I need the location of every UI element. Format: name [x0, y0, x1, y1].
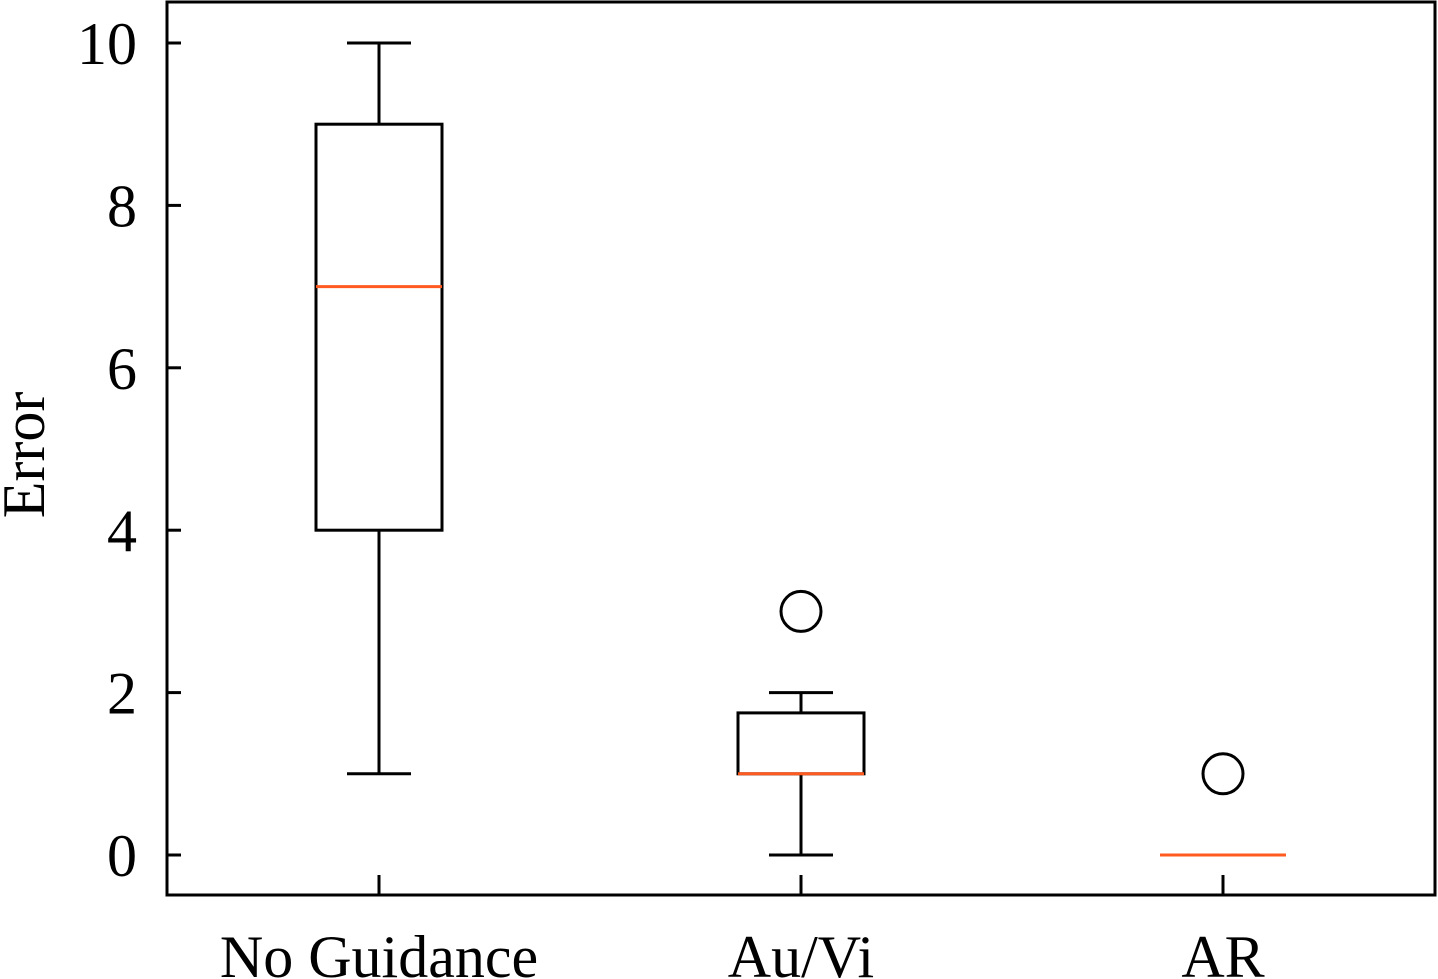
box-iqr — [314, 122, 444, 532]
box-group — [1160, 752, 1286, 857]
y-tick-label: 0 — [107, 823, 137, 889]
y-tick-label: 4 — [107, 498, 137, 564]
x-axis: No Guidance Au/Vi AR — [220, 875, 1265, 979]
box-group — [736, 589, 866, 857]
y-tick-label: 6 — [107, 336, 137, 402]
box-group — [314, 41, 444, 776]
y-axis-label: Error — [0, 392, 57, 519]
plot-frame — [165, 0, 1437, 897]
y-tick-label: 8 — [107, 173, 137, 239]
y-axis: 0 2 4 6 8 10 — [77, 11, 181, 889]
y-tick-label: 10 — [77, 11, 137, 77]
box-iqr — [736, 711, 866, 776]
y-tick-label: 2 — [107, 661, 137, 727]
boxes-layer — [314, 41, 1286, 857]
outlier-point — [1201, 752, 1245, 796]
outlier-point — [779, 589, 823, 633]
x-tick-label: AR — [1181, 924, 1264, 979]
x-tick-label: Au/Vi — [728, 924, 874, 979]
x-tick-label: No Guidance — [220, 924, 538, 979]
